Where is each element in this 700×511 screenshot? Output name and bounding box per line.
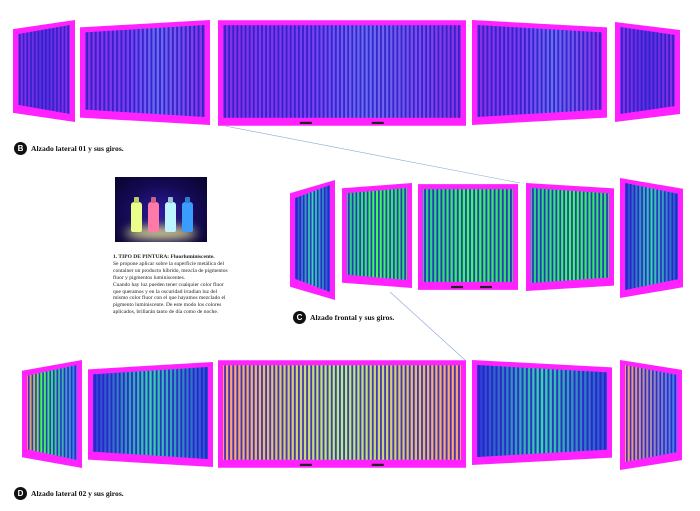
paint-line: Se propone aplicar sobre la superficie m… — [113, 260, 225, 267]
container-frontal-front — [418, 184, 518, 290]
paint-line: mismo color fluor con el que hayamos mez… — [113, 295, 226, 302]
paint-description: 1. TIPO DE PINTURA: Fluorluminiscente. S… — [113, 254, 303, 316]
caption-lateral-02: Alzado lateral 02 y sus giros. — [31, 489, 124, 498]
container-lateral01-rot-left-1 — [80, 20, 210, 125]
paint-line: aplicados, brillarán tanto de día como d… — [113, 309, 219, 316]
paint-line: Cuando hay luz pueden tener cualquier co… — [113, 281, 224, 288]
paint-title: 1. TIPO DE PINTURA: Fluorluminiscente. — [113, 254, 215, 260]
pink-bottle-icon — [148, 202, 159, 232]
yellow-bottle-icon — [131, 202, 142, 232]
blue-bottle-icon — [182, 202, 193, 232]
caption-lateral-01: Alzado lateral 01 y sus giros. — [31, 144, 124, 153]
paint-line: container un producto híbrido, mezcla de… — [113, 267, 228, 274]
container-frontal-rot-right-1 — [526, 183, 614, 291]
section-marker-c: C — [293, 311, 306, 324]
section-marker-b: B — [14, 142, 27, 155]
paint-line: que queramos y en la oscuridad irradian … — [113, 288, 218, 295]
container-lateral02-rot-left-1 — [88, 362, 213, 467]
glow-icon — [125, 226, 197, 240]
container-lateral01-rot-left-2 — [13, 20, 75, 122]
container-lateral02-rot-left-2 — [22, 360, 82, 468]
paint-line: pigmento luminiscente. De este modo los … — [113, 302, 222, 309]
fluor-paint-photo — [115, 177, 207, 242]
white-bottle-icon — [165, 202, 176, 232]
container-lateral01-rot-right-2 — [615, 22, 680, 122]
container-lateral02-rot-right-1 — [472, 360, 612, 465]
caption-frontal: Alzado frontal y sus giros. — [310, 313, 395, 322]
container-frontal-rot-right-2 — [620, 178, 683, 298]
paint-line: fluor y pigmentos luminiscentes. — [113, 274, 186, 281]
container-lateral02-rot-right-2 — [620, 360, 682, 470]
container-frontal-rot-left-1 — [342, 183, 412, 288]
container-lateral01-front — [218, 20, 466, 126]
container-lateral01-rot-right-1 — [472, 20, 607, 125]
container-lateral02-front — [218, 360, 466, 468]
container-frontal-rot-left-2 — [290, 180, 335, 300]
section-marker-d: D — [14, 487, 27, 500]
